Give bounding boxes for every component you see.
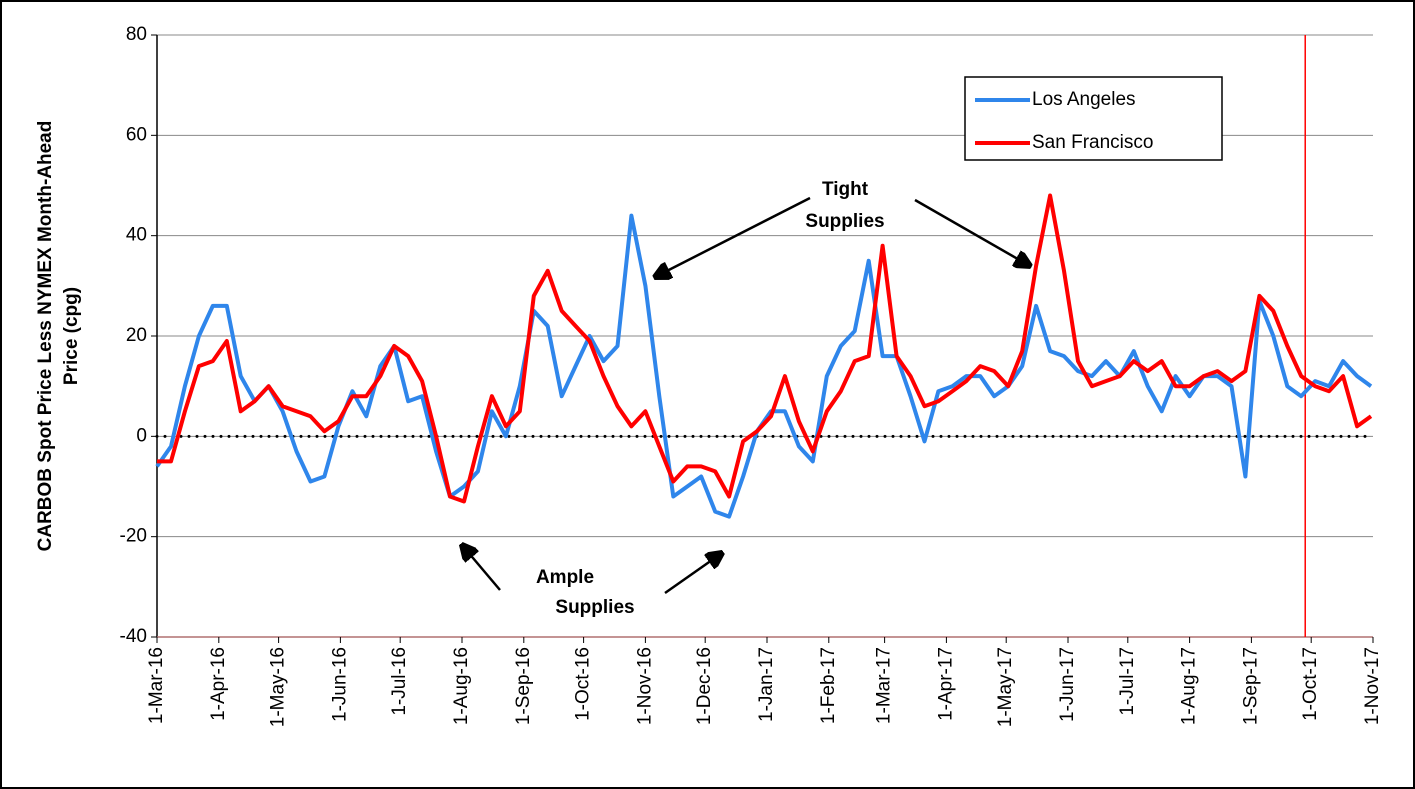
annotation-arrows xyxy=(462,196,1030,595)
x-tick-label: 1-Jul-17 xyxy=(1117,647,1138,716)
y-tick-label: 60 xyxy=(126,124,147,145)
y-axis-label: Price (cpg) xyxy=(61,287,82,385)
x-tick-label: 1-Mar-17 xyxy=(874,647,895,724)
y-tick-label: 80 xyxy=(126,24,147,45)
x-tick-label: 1-Sep-17 xyxy=(1240,647,1261,725)
y-tick-label: 20 xyxy=(126,325,147,346)
legend-label: Los Angeles xyxy=(1032,89,1136,110)
x-tick-label: 1-Feb-17 xyxy=(818,647,839,724)
y-tick-label: -20 xyxy=(120,526,147,547)
y-axis-label: CARBOB Spot Price Less NYMEX Month-Ahead xyxy=(35,121,56,552)
x-tick-label: 1-Dec-16 xyxy=(694,647,715,725)
plot xyxy=(155,193,1373,519)
x-tick-label: 1-May-16 xyxy=(268,647,289,727)
x-tick-label: 1-Jun-17 xyxy=(1057,647,1078,722)
annotation: Tight xyxy=(822,179,869,200)
annotation: Supplies xyxy=(555,597,634,618)
y-tick-label: 0 xyxy=(136,425,147,446)
x-tick-label: 1-Mar-16 xyxy=(146,647,167,724)
x-tick-label: 1-Aug-16 xyxy=(451,647,472,725)
x-tick-label: 1-Jun-16 xyxy=(329,647,350,722)
x-tick-label: 1-Nov-17 xyxy=(1362,647,1383,725)
series-line xyxy=(155,213,1373,519)
x-tick-label: 1-Jan-17 xyxy=(756,647,777,722)
x-tick-label: 1-Oct-16 xyxy=(573,647,594,721)
y-tick-label: 40 xyxy=(126,225,147,246)
x-tick-label: 1-Apr-16 xyxy=(208,647,229,721)
x-tick-label: 1-Nov-16 xyxy=(634,647,655,725)
x-tick-label: 1-May-17 xyxy=(995,647,1016,727)
x-tick-label: 1-Aug-17 xyxy=(1179,647,1200,725)
legend-box xyxy=(964,76,1223,161)
series-line xyxy=(157,193,1373,504)
x-tick-label: 1-Apr-17 xyxy=(935,647,956,721)
annotation: Ample xyxy=(536,567,594,588)
annotation: Supplies xyxy=(805,211,884,232)
x-tick-label: 1-Sep-16 xyxy=(513,647,534,725)
x-tick-label: 1-Jul-16 xyxy=(389,647,410,716)
x-tick-label: 1-Oct-17 xyxy=(1300,647,1321,721)
y-tick-label: -40 xyxy=(120,626,147,647)
legend-label: San Francisco xyxy=(1032,132,1153,153)
